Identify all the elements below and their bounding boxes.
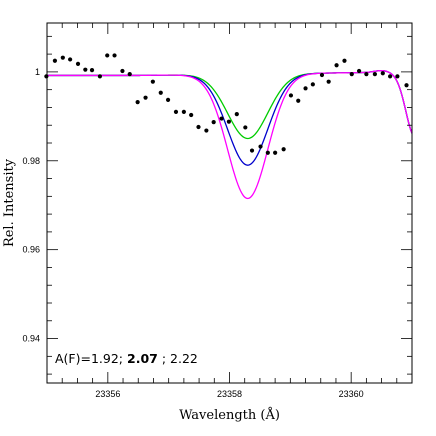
- data-point: [273, 150, 278, 155]
- data-point: [342, 58, 347, 63]
- data-point: [234, 112, 239, 117]
- annotation: A(F)=1.92; 2.07 ; 2.22: [55, 351, 198, 366]
- data-point: [243, 125, 248, 130]
- data-point: [181, 109, 186, 114]
- data-point: [226, 119, 231, 124]
- y-tick-label: 1: [35, 67, 40, 77]
- data-point: [52, 58, 58, 63]
- data-point: [219, 116, 224, 121]
- y-axis-title: Rel. Intensity: [2, 158, 17, 247]
- data-point: [127, 72, 132, 77]
- data-point: [189, 112, 194, 118]
- data-point: [97, 74, 103, 79]
- x-axis-title: Wavelength (Å): [179, 407, 280, 423]
- data-point: [310, 82, 315, 87]
- data-point: [349, 72, 354, 77]
- data-point: [303, 86, 308, 91]
- y-tick-label: 0.96: [22, 245, 40, 255]
- annotation-part-2: 2.07: [127, 351, 158, 366]
- data-point: [44, 74, 49, 79]
- data-point: [158, 90, 163, 95]
- data-point: [249, 148, 255, 153]
- data-point: [135, 100, 140, 105]
- x-tick-label: 23360: [339, 389, 364, 399]
- data-point: [395, 74, 400, 79]
- data-point: [68, 57, 73, 62]
- data-point: [372, 72, 377, 77]
- data-point: [60, 55, 65, 60]
- data-point: [265, 150, 270, 155]
- data-point: [404, 83, 409, 88]
- ticks-layer: [46, 23, 413, 383]
- annotation-part-3: ; 2.22: [162, 351, 198, 366]
- data-point: [334, 63, 339, 68]
- data-point: [196, 124, 201, 130]
- data-point: [211, 120, 216, 125]
- data-point: [150, 79, 155, 84]
- data-point: [281, 147, 286, 152]
- x-tick-label: 23358: [217, 389, 242, 399]
- data-point: [143, 95, 148, 100]
- plot-frame: [46, 22, 413, 384]
- data-point: [388, 74, 393, 79]
- data-point: [173, 109, 179, 114]
- data-point: [105, 53, 110, 58]
- data-point: [319, 72, 325, 78]
- annotation-part-1: A(F)=1.92;: [55, 351, 127, 366]
- data-point: [204, 128, 209, 133]
- y-tick-label: 0.94: [22, 334, 40, 344]
- data-point: [75, 61, 81, 66]
- data-point: [296, 98, 301, 103]
- x-tick-label: 23356: [95, 389, 120, 399]
- data-point: [288, 93, 294, 98]
- data-point: [364, 72, 369, 77]
- tick-labels-layer: 23356 23358 23360 0.94 0.96 0.98 1: [22, 67, 363, 399]
- observed-points-layer: [44, 53, 409, 155]
- data-point: [258, 144, 263, 149]
- data-point: [83, 67, 88, 72]
- data-point: [326, 79, 331, 84]
- data-point: [120, 68, 125, 74]
- y-tick-label: 0.98: [22, 156, 40, 166]
- data-point: [165, 97, 171, 102]
- data-point: [380, 71, 385, 76]
- plot-background: [47, 23, 412, 383]
- data-point: [356, 68, 362, 74]
- data-point: [89, 68, 95, 73]
- data-point: [112, 53, 117, 58]
